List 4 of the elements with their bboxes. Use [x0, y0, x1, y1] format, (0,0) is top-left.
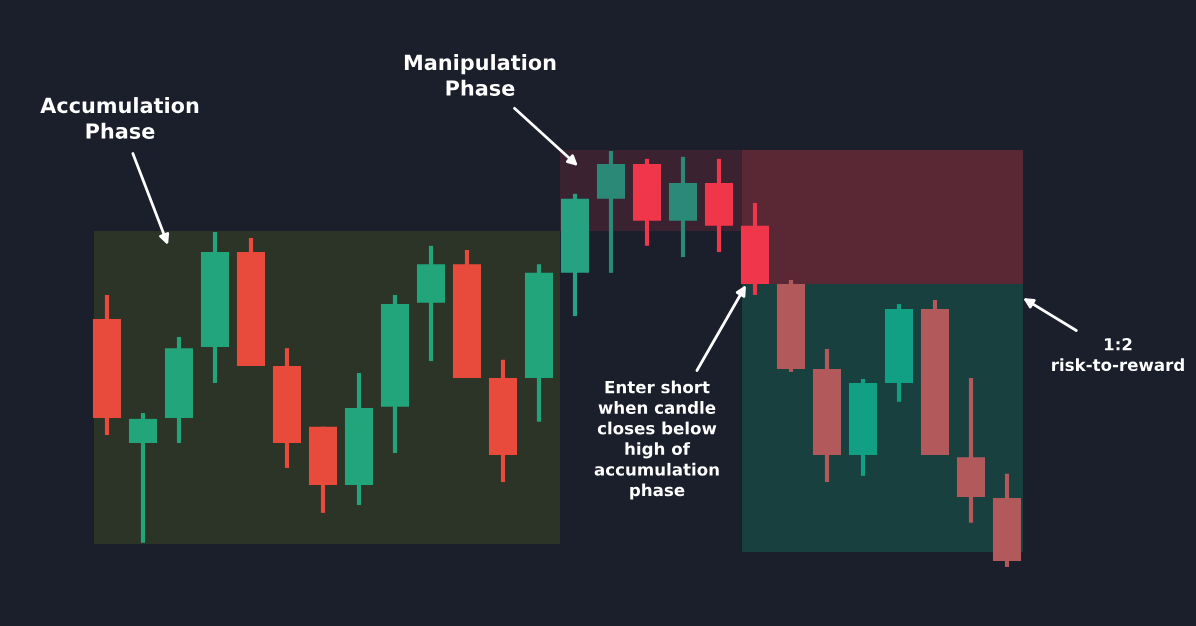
annotation: Enter short when candle closes below high of accumulation phase [594, 380, 719, 500]
text: 1:2 risk-to-reward [1052, 337, 1184, 372]
text: Accumulation Phase [40, 97, 199, 139]
text: Manipulation Phase [404, 54, 556, 96]
